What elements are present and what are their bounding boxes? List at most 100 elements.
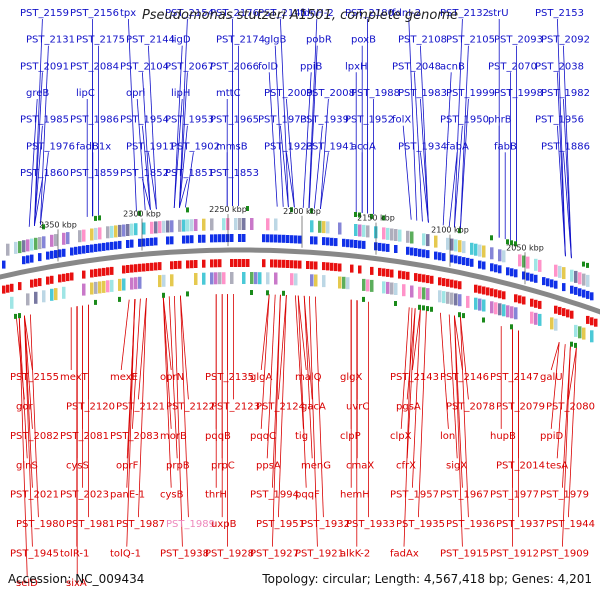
reverse-gene-arrow — [518, 295, 522, 304]
feature-band — [442, 291, 446, 304]
forward-gene-arrow — [358, 240, 362, 249]
reverse-gene-label: tolQ-1 — [110, 549, 141, 560]
reverse-gene-arrow — [202, 259, 206, 268]
feature-band — [138, 276, 142, 289]
reverse-gene-arrow — [522, 296, 526, 305]
feature-band — [186, 219, 190, 232]
scale-label: 2100 kbp — [431, 226, 469, 235]
forward-gene-label: PST_1954 — [120, 115, 169, 126]
gc-marker — [574, 342, 577, 348]
forward-gene-arrow — [86, 245, 90, 253]
reverse-leader-line — [562, 345, 571, 547]
feature-band — [338, 222, 342, 235]
forward-gene-label: PST_2104 — [120, 61, 169, 72]
forward-gene-arrow — [586, 290, 590, 299]
reverse-gene-label: PST_1935 — [396, 519, 445, 530]
forward-gene-arrow — [426, 250, 430, 259]
reverse-gene-label: PST_2155 — [10, 372, 59, 383]
forward-gene-label: PST_2009 — [264, 88, 313, 99]
reverse-leader-line — [400, 307, 410, 429]
forward-gene-label: PST_2156 — [70, 8, 119, 19]
feature-band — [554, 318, 558, 331]
reverse-gene-arrow — [534, 299, 538, 308]
forward-leader-line — [314, 125, 323, 209]
reverse-gene-arrow — [186, 260, 190, 269]
reverse-gene-arrow — [274, 259, 278, 268]
gc-marker — [426, 306, 429, 312]
feature-band — [482, 299, 486, 312]
forward-gene-arrow — [242, 234, 246, 242]
feature-band — [506, 305, 510, 318]
feature-band — [162, 220, 166, 233]
gc-marker — [186, 207, 189, 213]
feature-band — [358, 224, 362, 237]
topology-info-text: Topology: circular; Length: 4,567,418 bp… — [262, 572, 592, 586]
reverse-gene-arrow — [66, 273, 70, 282]
feature-band — [22, 240, 26, 253]
reverse-gene-label: oprF — [116, 460, 139, 471]
forward-gene-label: PST_2093 — [494, 35, 543, 46]
reverse-leader-line — [180, 295, 189, 518]
forward-leader-line — [268, 72, 278, 207]
reverse-gene-arrow — [30, 279, 34, 288]
reverse-gene-arrow — [194, 260, 198, 268]
forward-gene-arrow — [170, 236, 174, 245]
reverse-leader-line — [278, 294, 287, 518]
feature-band — [202, 218, 206, 231]
forward-gene-label: PST_1976 — [26, 141, 75, 152]
forward-gene-arrow — [526, 272, 530, 281]
reverse-gene-label: PST_1994 — [250, 490, 299, 501]
feature-band — [114, 225, 118, 238]
reverse-gene-arrow — [134, 264, 138, 273]
forward-gene-label: PST_2154 — [165, 8, 214, 19]
feature-band — [194, 273, 198, 285]
reverse-gene-label: lon — [440, 431, 455, 442]
reverse-gene-arrow — [62, 273, 66, 282]
forward-gene-arrow — [550, 279, 554, 288]
forward-gene-label: PST_2159 — [20, 8, 69, 19]
reverse-gene-arrow — [242, 259, 246, 267]
forward-gene-label: PST_1853 — [210, 168, 259, 179]
reverse-gene-label: tolR-1 — [60, 549, 89, 560]
forward-gene-arrow — [278, 234, 282, 243]
reverse-gene-label: tig — [295, 431, 308, 442]
forward-gene-arrow — [378, 242, 382, 251]
forward-gene-arrow — [354, 240, 358, 248]
forward-gene-label: PST_1851 — [165, 168, 214, 179]
feature-band — [386, 227, 390, 240]
feature-band — [310, 274, 314, 287]
feature-band — [26, 239, 30, 252]
feature-band — [98, 281, 102, 294]
reverse-gene-label: PST_2081 — [60, 431, 109, 442]
forward-leader-line — [448, 152, 458, 227]
feature-band — [522, 255, 526, 268]
reverse-gene-arrow — [478, 285, 482, 294]
reverse-gene-label: PST_1977 — [490, 490, 539, 501]
reverse-leader-line — [24, 315, 33, 371]
feature-band — [102, 280, 106, 293]
forward-gene-label: PST_2067 — [165, 61, 214, 72]
forward-gene-arrow — [286, 235, 290, 243]
reverse-gene-arrow — [430, 275, 434, 284]
forward-leader-line — [179, 72, 188, 208]
reverse-gene-label: selD — [16, 578, 38, 589]
reverse-leader-line — [162, 296, 172, 488]
reverse-gene-arrow — [386, 268, 390, 277]
reverse-gene-label: tesA — [546, 460, 568, 471]
feature-band — [474, 297, 478, 310]
feature-band — [538, 259, 542, 272]
forward-gene-arrow — [590, 292, 594, 301]
reverse-leader-line — [278, 294, 287, 400]
feature-band — [402, 284, 406, 297]
reverse-gene-label: hupB — [490, 431, 516, 442]
forward-gene-arrow — [282, 234, 286, 243]
reverse-leader-line — [162, 296, 172, 371]
reverse-leader-line — [303, 295, 313, 400]
reverse-gene-label: fadAx — [390, 549, 419, 560]
reverse-gene-label: PST_1933 — [346, 519, 395, 530]
forward-gene-arrow — [30, 254, 34, 263]
gc-marker — [430, 306, 433, 312]
feature-band — [158, 275, 162, 288]
reverse-gene-arrow — [590, 317, 594, 326]
reverse-gene-arrow — [566, 309, 570, 318]
